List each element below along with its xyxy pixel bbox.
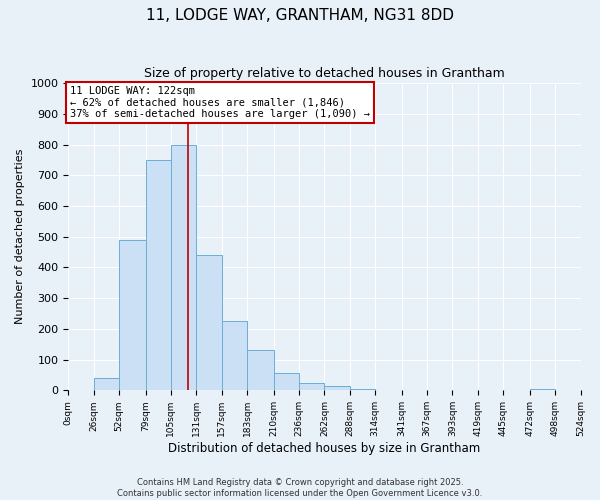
Bar	[94, 378, 119, 390]
X-axis label: Distribution of detached houses by size in Grantham: Distribution of detached houses by size …	[168, 442, 481, 455]
Bar	[274, 374, 299, 390]
Bar	[350, 389, 375, 390]
Bar	[119, 240, 146, 390]
Bar	[146, 160, 171, 390]
Text: 11 LODGE WAY: 122sqm
← 62% of detached houses are smaller (1,846)
37% of semi-de: 11 LODGE WAY: 122sqm ← 62% of detached h…	[70, 86, 370, 120]
Bar	[325, 386, 350, 390]
Bar	[247, 350, 274, 391]
Title: Size of property relative to detached houses in Grantham: Size of property relative to detached ho…	[144, 68, 505, 80]
Text: 11, LODGE WAY, GRANTHAM, NG31 8DD: 11, LODGE WAY, GRANTHAM, NG31 8DD	[146, 8, 454, 22]
Y-axis label: Number of detached properties: Number of detached properties	[15, 149, 25, 324]
Bar	[299, 382, 325, 390]
Bar	[171, 144, 196, 390]
Bar	[196, 255, 222, 390]
Bar	[222, 321, 247, 390]
Text: Contains HM Land Registry data © Crown copyright and database right 2025.
Contai: Contains HM Land Registry data © Crown c…	[118, 478, 482, 498]
